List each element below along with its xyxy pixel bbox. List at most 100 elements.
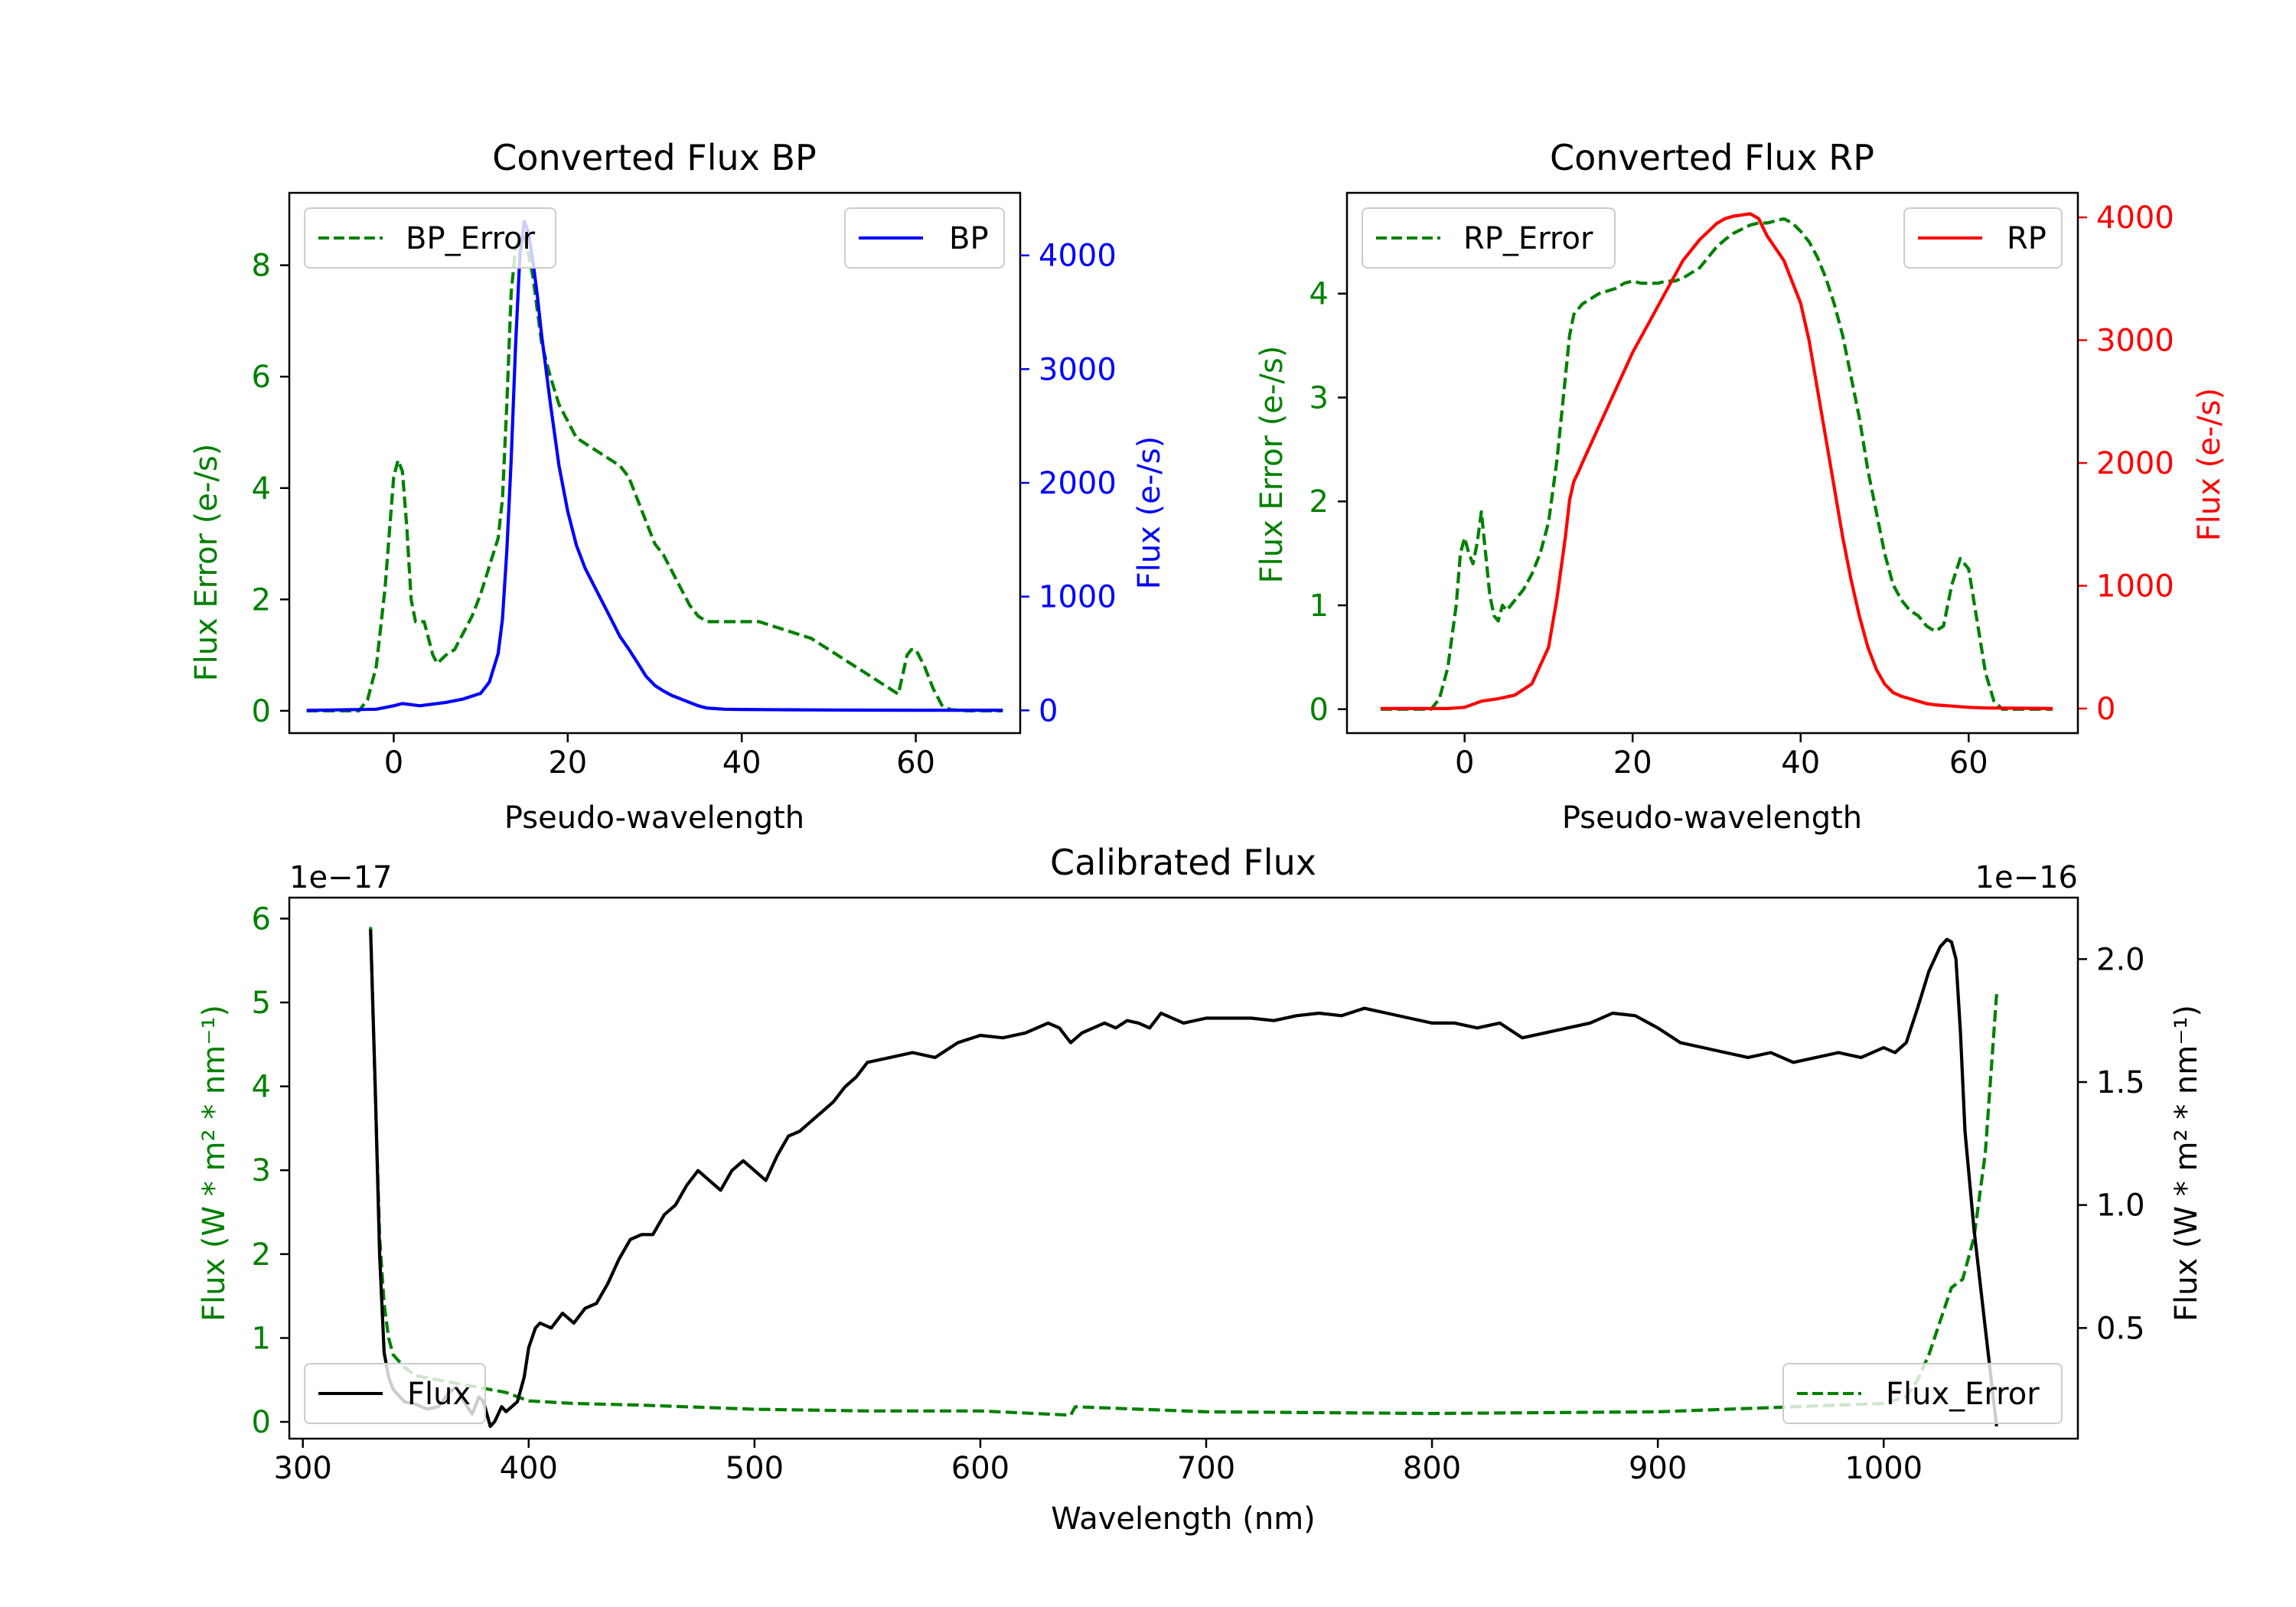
y-tick-label-left: 3 <box>1309 380 1329 416</box>
y-tick-label-left: 1 <box>1309 588 1329 624</box>
offset-label-left: 1e−17 <box>289 860 392 895</box>
y-ticks-right: 0.5 1.0 1.5 2.0 <box>2078 942 2145 1346</box>
y-tick-label-right: 2.0 <box>2096 942 2145 977</box>
legend-box <box>304 207 556 269</box>
y-ticks-left: 0 1 2 3 4 <box>1309 277 1347 728</box>
plot-frame <box>288 191 1022 735</box>
y-tick-label-left: 4 <box>252 471 271 507</box>
legend-left: RP_Error <box>1362 207 1616 269</box>
legend-left: BP_Error <box>304 207 556 269</box>
y-tick-label-left: 2 <box>252 1237 271 1273</box>
x-tick-label: 800 <box>1403 1451 1461 1486</box>
legend-label-flux-error: Flux_Error <box>1886 1377 2040 1412</box>
x-tick-label: 1000 <box>1844 1451 1923 1486</box>
x-tick-label: 400 <box>500 1451 558 1486</box>
y-tick-label-right: 0.5 <box>2096 1311 2145 1346</box>
legend-right: Flux_Error <box>1782 1363 2063 1424</box>
y-tick-label-right: 0 <box>2096 692 2115 727</box>
y-tick-label-left: 2 <box>1309 484 1329 520</box>
x-tick-label: 60 <box>1949 745 1988 781</box>
series-line-rp <box>1380 212 2053 710</box>
y-tick-label-left: 1 <box>252 1321 271 1356</box>
y-tick-label-right: 1.0 <box>2096 1188 2145 1224</box>
y-tick-label-right: 0 <box>1039 693 1058 729</box>
x-tick-label: 600 <box>951 1451 1009 1486</box>
series-layer <box>369 927 1998 1428</box>
y-tick-label-left: 6 <box>252 901 271 937</box>
legend-label-flux: Flux <box>407 1377 471 1412</box>
y-axis-label-left: Flux (W * m² * nm⁻¹) <box>197 1005 232 1322</box>
x-tick-label: 0 <box>384 745 403 781</box>
legend-box <box>1362 207 1616 269</box>
x-tick-label: 40 <box>722 745 762 781</box>
series-layer <box>1380 212 2053 711</box>
y-axis-label-right: Flux (e-/s) <box>1132 436 1167 589</box>
panel-converted-flux-bp: Converted Flux BP Pseudo-wavelength Flux… <box>189 137 1167 836</box>
x-tick-label: 300 <box>274 1451 332 1486</box>
x-tick-label: 500 <box>726 1451 784 1486</box>
y-tick-label-left: 5 <box>252 986 271 1021</box>
legend-box <box>1903 207 2063 269</box>
chart-title: Converted Flux BP <box>492 137 817 178</box>
legend-right: RP <box>1903 207 2063 269</box>
series-line-bp-error <box>306 236 1003 712</box>
y-tick-label-left: 3 <box>252 1153 271 1188</box>
y-axis-label-left: Flux Error (e-/s) <box>189 444 224 682</box>
chart-title: Converted Flux RP <box>1550 137 1874 178</box>
x-axis-label: Wavelength (nm) <box>1051 1501 1316 1537</box>
x-tick-label: 700 <box>1177 1451 1235 1486</box>
y-tick-label-right: 1.5 <box>2096 1065 2145 1100</box>
x-ticks: 0 20 40 60 <box>1455 733 1988 781</box>
x-axis-label: Pseudo-wavelength <box>1562 800 1862 836</box>
x-axis-label: Pseudo-wavelength <box>504 800 804 836</box>
y-axis-label-left: Flux Error (e-/s) <box>1254 346 1290 584</box>
legend-label-rp-error: RP_Error <box>1463 221 1593 256</box>
y-tick-label-right: 1000 <box>1039 580 1117 615</box>
y-ticks-left: 0 1 2 3 4 5 6 <box>252 901 289 1440</box>
y-tick-label-right: 4000 <box>1039 239 1117 274</box>
y-tick-label-right: 1000 <box>2096 569 2174 604</box>
y-tick-label-left: 4 <box>1309 277 1329 312</box>
y-tick-label-right: 2000 <box>1039 466 1117 501</box>
y-tick-label-right: 3000 <box>2096 324 2174 359</box>
y-ticks-right: 0 1000 2000 3000 4000 <box>1020 239 1117 729</box>
legend-right: BP <box>844 207 1005 269</box>
legend-label-bp-error: BP_Error <box>406 221 536 256</box>
y-ticks-left: 0 2 4 6 8 <box>252 249 289 729</box>
y-tick-label-right: 2000 <box>2096 446 2174 481</box>
series-line-flux <box>369 929 1998 1428</box>
y-tick-label-right: 3000 <box>1039 352 1117 387</box>
x-tick-label: 0 <box>1455 745 1474 781</box>
panel-calibrated-flux: Calibrated Flux Wavelength (nm) Flux (W … <box>197 842 2204 1537</box>
plot-frame <box>288 896 2079 1440</box>
y-tick-label-right: 4000 <box>2096 200 2174 236</box>
series-layer <box>306 220 1003 712</box>
y-tick-label-left: 0 <box>252 1405 271 1440</box>
series-line-flux-error <box>369 927 1998 1417</box>
legend-left: Flux <box>304 1363 486 1424</box>
x-tick-label: 20 <box>1613 745 1652 781</box>
x-tick-label: 900 <box>1629 1451 1687 1486</box>
x-tick-label: 60 <box>896 745 935 781</box>
legend-box <box>844 207 1005 269</box>
x-tick-label: 40 <box>1781 745 1820 781</box>
offset-label-right: 1e−16 <box>1975 860 2078 895</box>
y-tick-label-left: 2 <box>252 582 271 618</box>
y-tick-label-left: 0 <box>1309 693 1329 728</box>
y-ticks-right: 0 1000 2000 3000 4000 <box>2078 200 2174 727</box>
legend-label-rp: RP <box>2007 221 2047 256</box>
x-ticks: 0 20 40 60 <box>384 733 935 781</box>
legend-box <box>1782 1363 2063 1424</box>
y-tick-label-left: 6 <box>252 360 271 395</box>
x-ticks: 300 400 500 600 700 800 900 1000 <box>274 1439 1923 1486</box>
y-axis-label-right: Flux (W * m² * nm⁻¹) <box>2169 1005 2204 1322</box>
series-line-rp-error <box>1380 217 2053 711</box>
y-tick-label-left: 0 <box>252 694 271 729</box>
legend-box <box>304 1363 486 1424</box>
x-tick-label: 20 <box>548 745 587 781</box>
y-axis-label-right: Flux (e-/s) <box>2192 388 2227 541</box>
legend-label-bp: BP <box>949 221 989 256</box>
y-tick-label-left: 8 <box>252 249 271 284</box>
series-line-bp <box>306 220 1003 712</box>
